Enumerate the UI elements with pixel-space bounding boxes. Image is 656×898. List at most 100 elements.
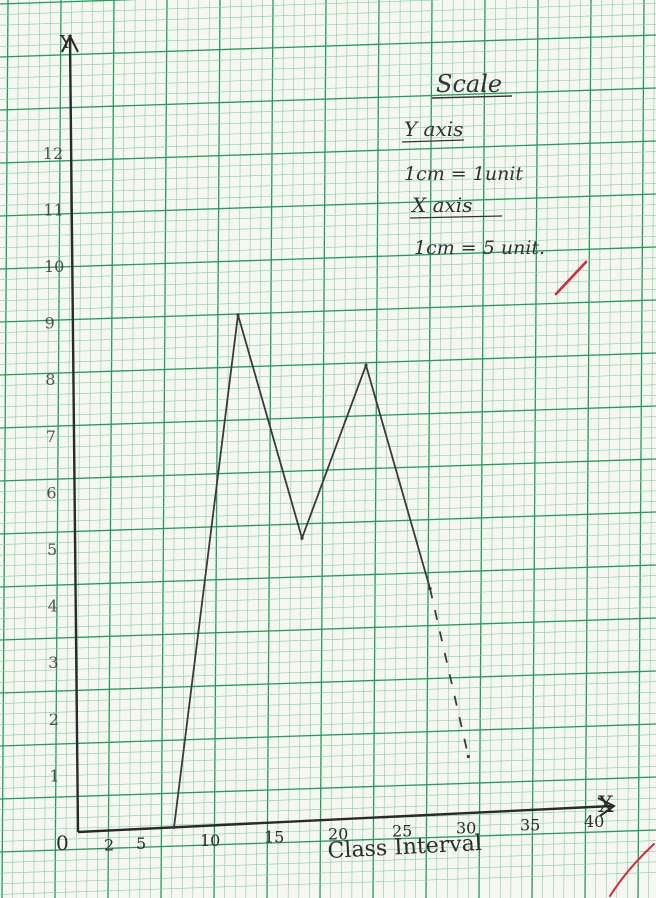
grid-major-vertical [425,0,433,898]
grid-minor-vertical [521,0,528,898]
grid-minor-horizontal [0,267,656,291]
grid-minor-horizontal [0,363,656,386]
x-axis-arrow [597,797,616,817]
y-tick-label: 6 [46,483,56,502]
y-tick-label: 8 [45,370,55,389]
grid-minor-horizontal [0,501,656,524]
grid-minor-vertical [489,0,496,898]
grid-minor-horizontal [0,575,656,598]
grid-minor-vertical [340,0,348,898]
grid-minor-vertical [22,0,30,898]
grid-minor-vertical [86,0,94,898]
grid-minor-horizontal [0,872,656,895]
grid-minor-horizontal [0,681,656,704]
grid-minor-horizontal [0,416,656,439]
grid-minor-vertical [97,0,104,898]
y-tick-label: 11 [43,200,63,219]
grid-minor-horizontal [0,437,656,461]
y-tick-label: 5 [47,540,57,559]
y-axis-line [68,37,80,833]
grid-minor-horizontal [0,45,656,68]
grid-major-horizontal [0,140,656,164]
grid-minor-horizontal [0,479,656,503]
y-tick-label: 4 [48,597,58,616]
grid-major-vertical [160,0,168,898]
grid-minor-horizontal [0,214,656,238]
grid-major-vertical [372,0,380,898]
scale-heading: Scale [436,70,502,98]
grid-minor-horizontal [0,183,656,206]
x-tick-label: 25 [392,822,412,841]
grid-minor-vertical [574,0,581,898]
grid-minor-horizontal [0,108,656,132]
grid-minor-vertical [150,0,157,898]
axes [61,33,616,834]
grid-minor-horizontal [0,13,656,37]
grid-minor-horizontal [0,797,656,821]
grid-minor-vertical [298,0,306,898]
x-tick-label: 10 [200,831,220,850]
grid-major-horizontal [0,776,656,800]
data-point [236,313,240,317]
x-tick-labels: 2 5 10 15 20 25 30 35 40 [104,812,604,854]
grid-minor-horizontal [0,713,656,736]
grid-minor-horizontal [0,819,656,842]
y-tick-label: 10 [44,257,64,276]
grid-minor-horizontal [0,236,656,259]
grid-minor-vertical [457,0,465,898]
grid-minor-horizontal [0,151,656,174]
grid-minor-horizontal [0,649,656,673]
grid-minor-vertical [436,0,443,898]
grid-minor-horizontal [0,342,656,365]
red-check-mark [554,260,588,296]
grid-minor-vertical [595,0,602,898]
grid-minor-horizontal [0,161,656,185]
y-tick-label: 9 [45,314,55,333]
grid-minor-horizontal [0,532,656,556]
grid-minor-vertical [277,0,284,898]
grid-minor-horizontal [0,607,656,630]
grid-minor-horizontal [0,596,656,620]
scale-note: Scale Y axis 1cm = 1unit X axis 1cm = 5 … [401,70,545,259]
grid-minor-vertical [309,0,316,898]
grid-major-vertical [478,0,486,898]
y-axis-scale-underline [401,139,465,143]
grid-major-horizontal [0,34,656,58]
x-axis-scale-underline [409,215,503,219]
grid-major-vertical [531,0,539,898]
grid-minor-horizontal [0,0,445,15]
grid-minor-vertical [446,0,454,898]
data-point [172,825,176,829]
grid-minor-horizontal [0,766,656,789]
grid-minor-horizontal [0,660,656,683]
grid-minor-horizontal [0,734,656,757]
grid-major-vertical [107,0,115,898]
grid-minor-horizontal [0,257,656,280]
y-tick-label: 1 [49,766,59,785]
data-point [300,536,304,540]
grid-major-horizontal [0,617,656,641]
y-axis-scale-rule: 1cm = 1unit [404,163,523,185]
x-tick-label: 35 [520,815,540,834]
scale-heading-underline [431,95,513,99]
grid-major-vertical [266,0,274,898]
red-margin-mark [609,843,655,897]
data-point [364,363,368,367]
y-tick-label: 7 [46,427,56,446]
grid-minor-horizontal [0,130,656,153]
grid-minor-horizontal [0,755,656,779]
grid-minor-horizontal [0,522,656,545]
x-tick-label: 5 [136,834,146,853]
grid-major-horizontal [0,193,656,217]
grid-minor-horizontal [0,691,656,715]
grid-major-horizontal [0,723,656,747]
y-tick-label: 3 [48,653,58,672]
y-axis-letter: Y [59,32,73,53]
grid-minor-horizontal [0,850,656,874]
grid-minor-horizontal [0,638,656,662]
y-axis-scale-heading: Y axis [404,117,463,141]
grid-minor-vertical [542,0,549,898]
grid-minor-horizontal [0,744,656,768]
grid-minor-vertical [139,0,147,898]
